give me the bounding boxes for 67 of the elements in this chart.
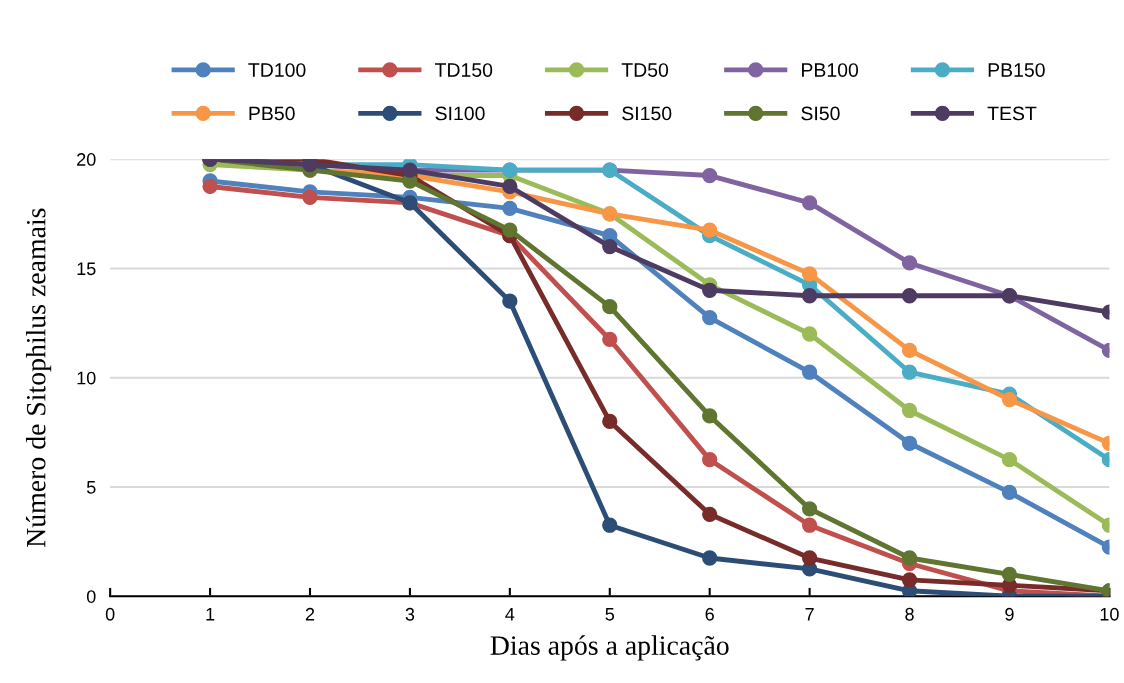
point: [901, 255, 918, 271]
point: [502, 200, 518, 216]
point: [302, 189, 318, 206]
point: [602, 238, 618, 255]
point: [502, 222, 518, 238]
point: [901, 364, 918, 380]
legend-label: TD100: [248, 63, 306, 77]
point: [801, 517, 818, 533]
point: [602, 331, 618, 348]
x-axis-title: Dias após a aplicação: [490, 635, 729, 661]
point: [502, 293, 518, 309]
point: [702, 282, 718, 298]
point: [801, 266, 818, 282]
point: [1001, 391, 1018, 408]
x-tick-label: 2: [305, 607, 315, 621]
point: [901, 572, 918, 588]
y-tick-label: 0: [86, 590, 96, 603]
x-tick-label: 7: [805, 608, 814, 621]
point: [801, 326, 818, 342]
point: [602, 413, 618, 430]
legend-label: TEST: [987, 106, 1037, 121]
y-tick-label: 10: [77, 371, 96, 385]
legend-label: PB50: [249, 106, 295, 121]
y-tick-label: 5: [86, 481, 96, 494]
point: [702, 408, 718, 424]
x-tick-label: 9: [1005, 607, 1014, 621]
legend-label: PB150: [988, 63, 1045, 77]
point: [702, 167, 718, 184]
legend-label: SI50: [801, 106, 840, 121]
y-axis-title: Número de Sitophilus zeamais: [25, 208, 52, 548]
point: [1001, 452, 1018, 468]
point: [801, 550, 818, 566]
point: [901, 402, 918, 419]
point: [502, 178, 518, 195]
point: [901, 435, 918, 451]
point: [801, 501, 818, 517]
point: [602, 517, 618, 533]
point: [702, 309, 718, 326]
x-tick-label: 0: [105, 607, 115, 621]
legend-label: SI100: [435, 106, 485, 121]
legend-label: SI150: [622, 106, 672, 121]
legend-label: TD50: [621, 63, 669, 77]
y-tick-label: 20: [77, 153, 96, 166]
point: [702, 452, 718, 468]
point: [801, 364, 818, 380]
point: [1001, 484, 1018, 501]
point: [702, 550, 718, 566]
x-tick-label: 1: [206, 608, 215, 621]
point: [1001, 566, 1018, 583]
x-tick-label: 5: [605, 608, 615, 621]
x-tick-label: 4: [505, 608, 515, 621]
point: [602, 299, 618, 315]
x-tick-label: 3: [405, 607, 415, 621]
y-tick-label: 15: [77, 262, 96, 276]
x-tick-label: 6: [705, 607, 714, 621]
point: [901, 550, 918, 566]
point: [901, 342, 918, 359]
point: [702, 506, 718, 522]
legend-label: TD150: [435, 63, 493, 77]
point: [901, 288, 918, 304]
x-tick-label: 10: [1100, 607, 1119, 621]
point: [801, 288, 818, 304]
x-tick-label: 8: [905, 607, 914, 621]
legend-label: PB100: [802, 63, 859, 77]
point: [801, 195, 818, 211]
point: [202, 178, 218, 195]
point: [702, 222, 718, 238]
